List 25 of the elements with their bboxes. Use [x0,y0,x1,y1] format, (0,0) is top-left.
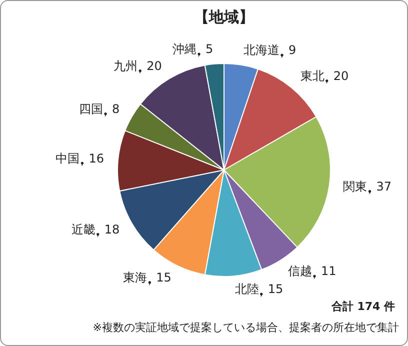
text: 合計 174 件 [330,300,395,313]
data-label: 37 [376,179,392,194]
slice-label: 中国 [56,151,80,166]
data-label: 18 [104,222,120,236]
slice-label: 近畿 [71,222,96,236]
text: ※複数の実証地域で提案している場合、提案者の所在地で集計 [92,320,399,334]
slice-label: 四国 [79,102,104,116]
slice-label: 北陸 [234,282,259,296]
data-label: 16 [88,151,104,166]
slice-label: 九州 [114,58,138,73]
data-label: 15 [268,282,284,296]
data-label: 11 [320,264,336,278]
data-label: 9 [288,43,296,58]
slice-label: 東北 [300,68,324,83]
slice-label: 東海 [123,270,148,285]
data-label: 20 [146,58,162,73]
data-label: 15 [156,270,172,285]
data-label: 5 [206,42,214,56]
chart-title: 【地域】 [194,8,254,26]
slice-label: 信越 [288,264,312,278]
slice-label: 北海道 [243,43,280,58]
slice-label: 沖縄 [172,42,196,56]
slice-label: 関東 [343,179,368,194]
data-label: 20 [333,68,349,83]
data-label: 8 [112,102,120,116]
